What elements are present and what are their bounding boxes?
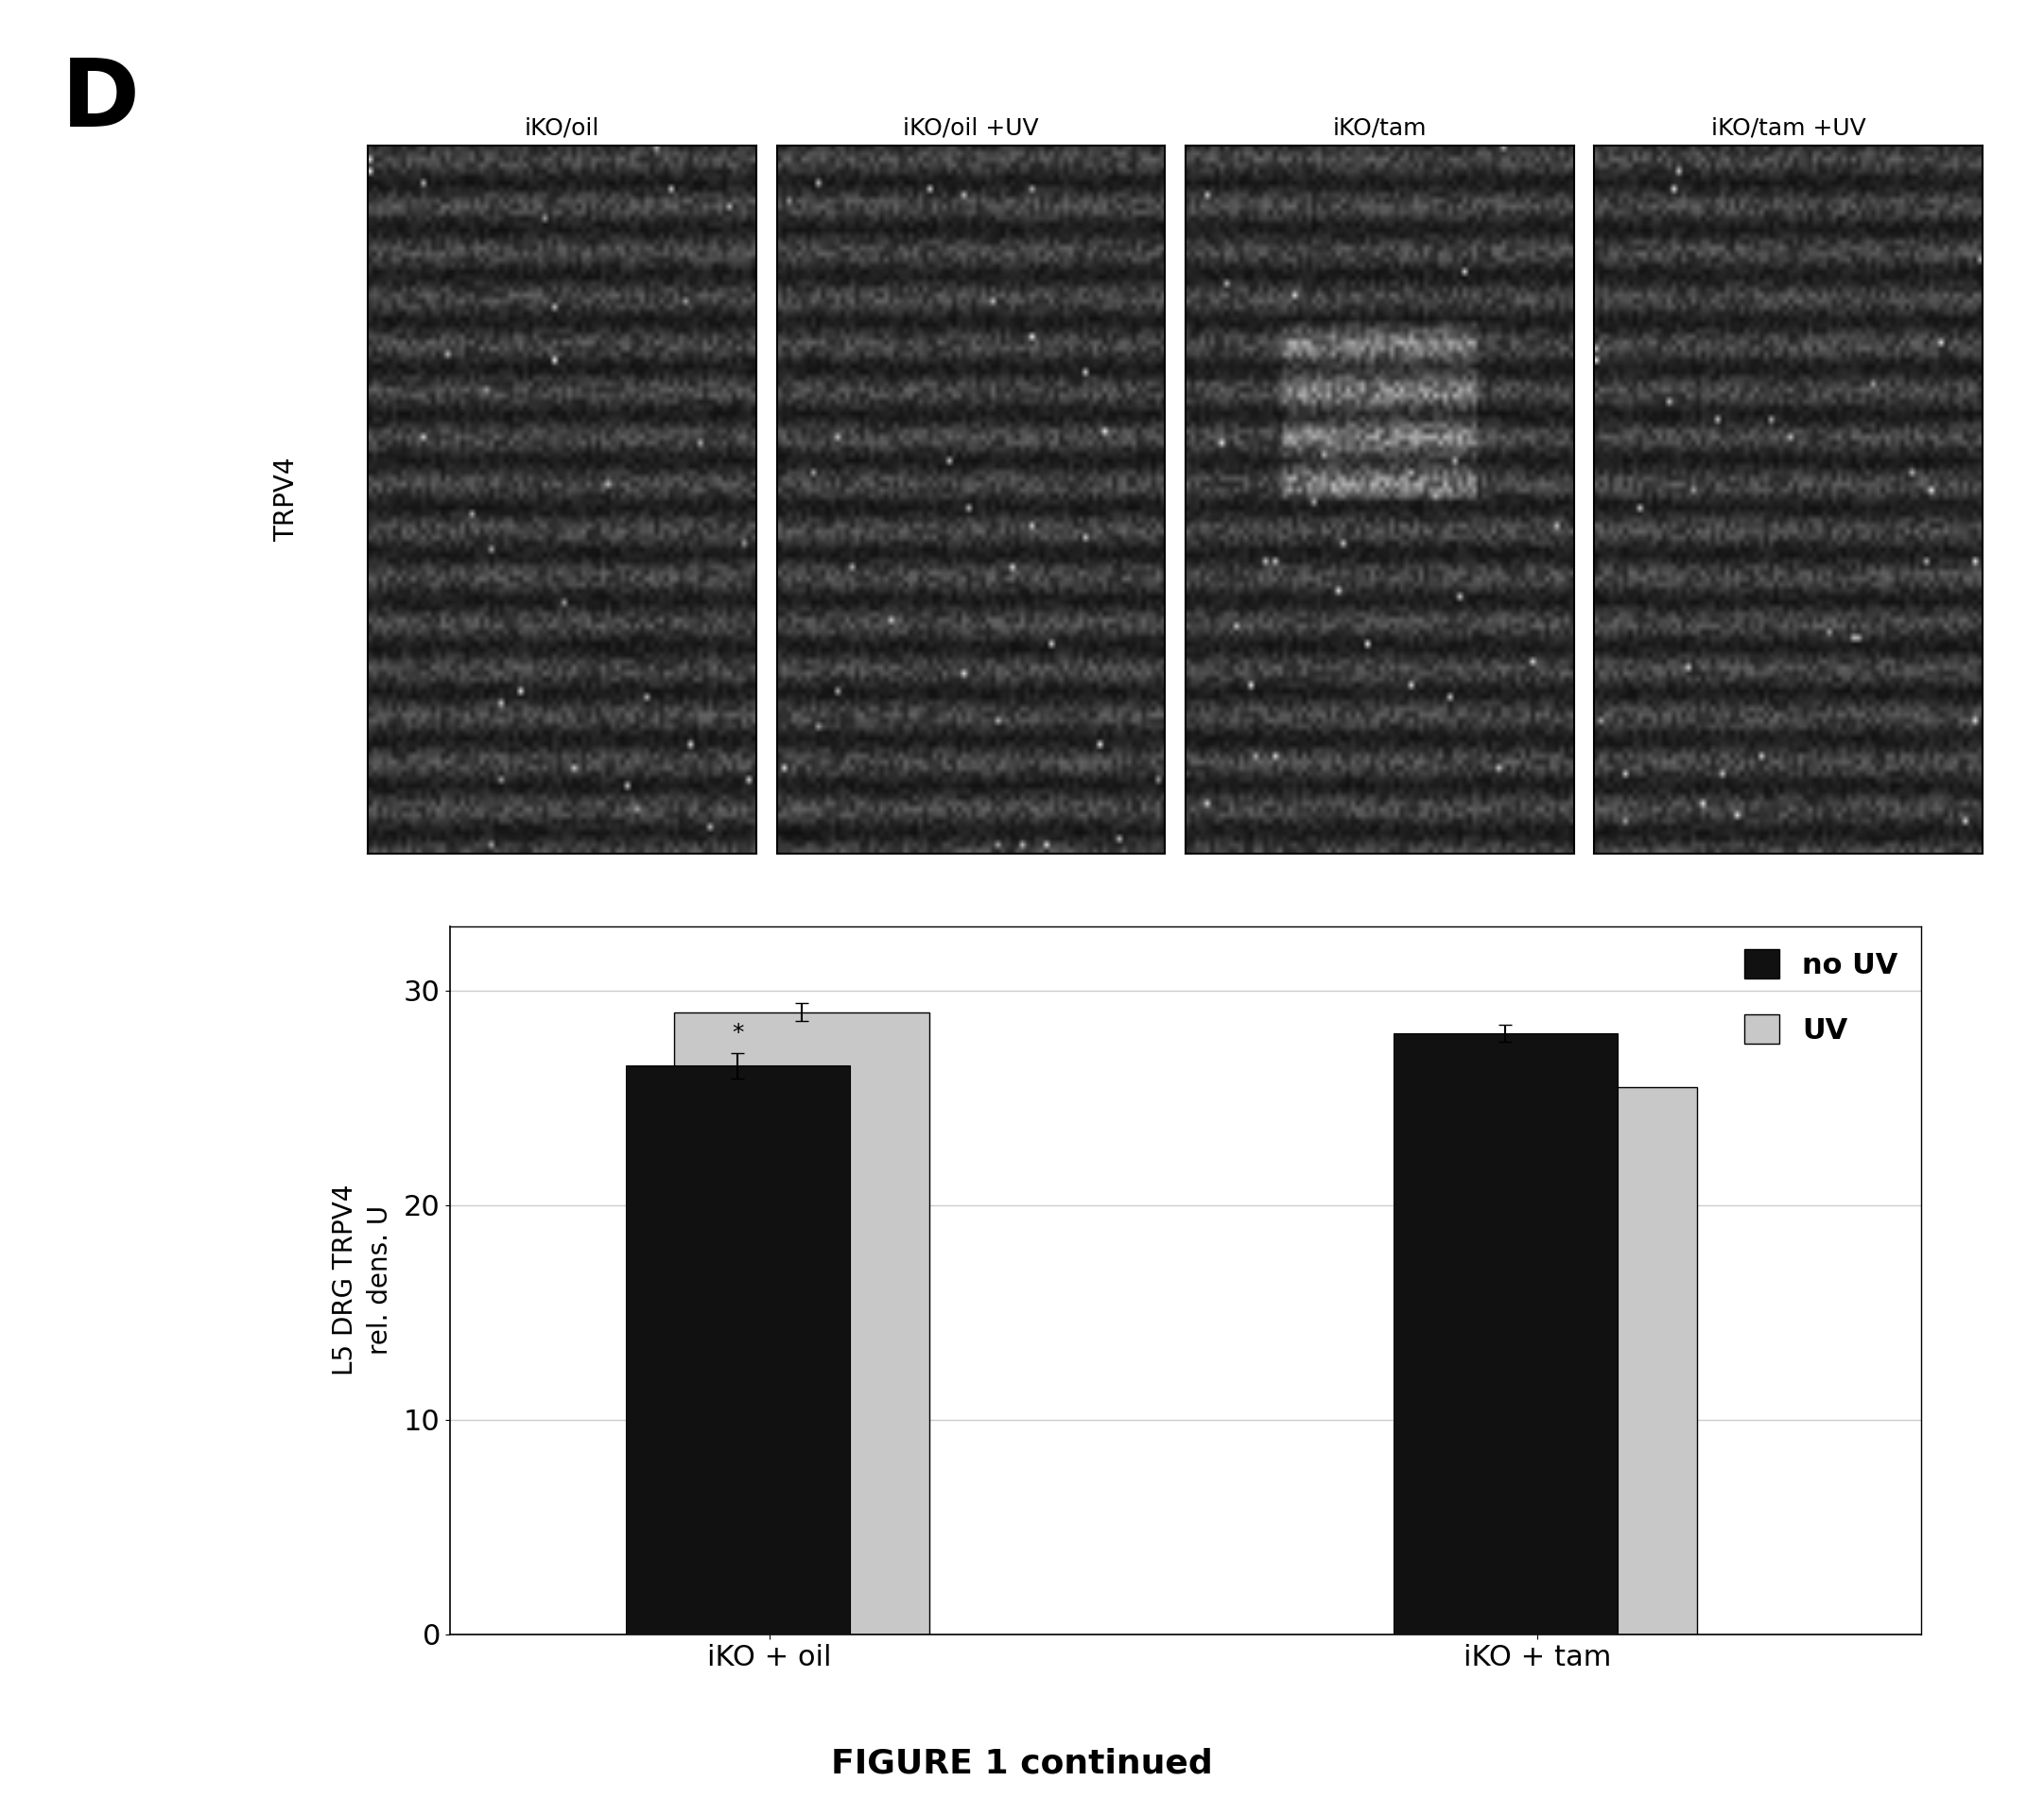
Text: *: * bbox=[732, 1022, 744, 1044]
Y-axis label: L5 DRG TRPV4
rel. dens. U: L5 DRG TRPV4 rel. dens. U bbox=[331, 1184, 392, 1377]
Text: D: D bbox=[61, 54, 139, 145]
Bar bbox=[625, 1066, 850, 1634]
Text: TRPV4: TRPV4 bbox=[274, 458, 298, 541]
Bar bbox=[1441, 1088, 1697, 1634]
Text: iKO/tam +UV: iKO/tam +UV bbox=[1711, 118, 1866, 140]
Bar bbox=[1394, 1033, 1617, 1634]
Legend: no UV, UV: no UV, UV bbox=[1735, 941, 1907, 1053]
Text: iKO/tam: iKO/tam bbox=[1333, 118, 1427, 140]
Text: FIGURE 1 continued: FIGURE 1 continued bbox=[832, 1747, 1212, 1780]
Bar bbox=[675, 1012, 930, 1634]
Text: iKO/oil +UV: iKO/oil +UV bbox=[903, 118, 1038, 140]
Text: iKO/oil: iKO/oil bbox=[525, 118, 599, 140]
